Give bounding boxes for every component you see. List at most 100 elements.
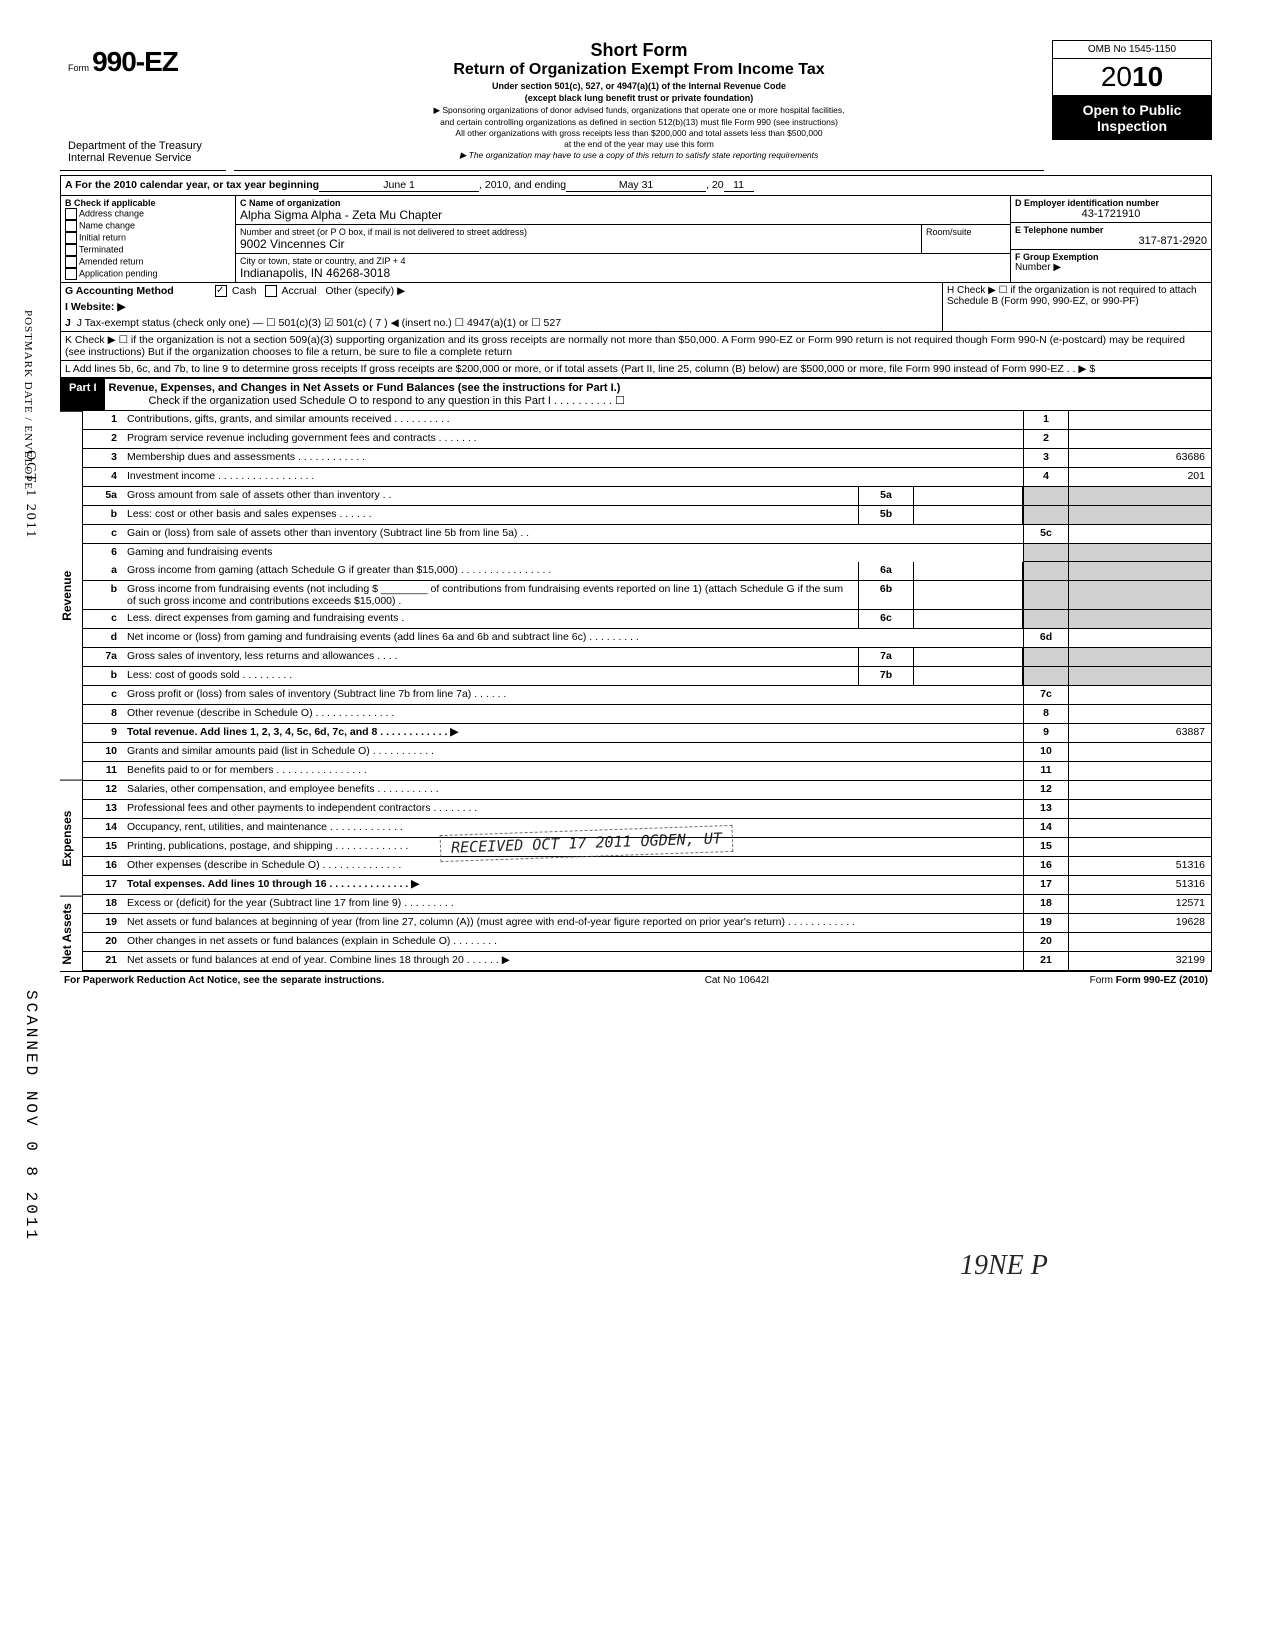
line-5c-val[interactable] bbox=[1068, 525, 1211, 543]
line-15-val[interactable] bbox=[1068, 838, 1211, 856]
g-cash-check[interactable]: Cash bbox=[215, 285, 256, 297]
org-name[interactable]: Alpha Sigma Alpha - Zeta Mu Chapter bbox=[240, 208, 1006, 222]
line-17-col: 17 bbox=[1023, 876, 1068, 894]
line-14-text: Occupancy, rent, utilities, and maintena… bbox=[123, 819, 1023, 837]
line-2-val[interactable] bbox=[1068, 430, 1211, 448]
line-7b-mv[interactable] bbox=[914, 667, 1023, 685]
line-13-val[interactable] bbox=[1068, 800, 1211, 818]
line-9-val[interactable]: 63887 bbox=[1068, 724, 1211, 742]
line-16-val[interactable]: 51316 bbox=[1068, 857, 1211, 875]
line-8-val[interactable] bbox=[1068, 705, 1211, 723]
g-accrual-check[interactable]: Accrual bbox=[265, 285, 316, 297]
ein-value[interactable]: 43-1721910 bbox=[1015, 208, 1207, 220]
line-21-num: 21 bbox=[83, 952, 123, 970]
line-5b-shade bbox=[1023, 506, 1068, 524]
year-bold: 10 bbox=[1132, 61, 1163, 92]
part1-subtitle[interactable]: Check if the organization used Schedule … bbox=[109, 395, 625, 407]
tiny-2: and certain controlling organizations as… bbox=[242, 117, 1036, 127]
check-initial-return[interactable]: Initial return bbox=[65, 232, 231, 244]
g-other[interactable]: Other (specify) ▶ bbox=[325, 285, 405, 297]
main-table: Revenue Expenses Net Assets 1Contributio… bbox=[60, 411, 1212, 971]
line-10-val[interactable] bbox=[1068, 743, 1211, 761]
line-5b-mc: 5b bbox=[858, 506, 914, 524]
org-city[interactable]: Indianapolis, IN 46268-3018 bbox=[240, 266, 1006, 280]
org-address[interactable]: 9002 Vincennes Cir bbox=[236, 237, 921, 254]
short-form-title: Short Form bbox=[242, 40, 1036, 61]
tax-year-begin[interactable]: June 1 bbox=[319, 179, 479, 192]
line-6b-mv[interactable] bbox=[914, 581, 1023, 609]
g-label: G Accounting Method bbox=[65, 285, 215, 297]
tax-year-yr[interactable]: 11 bbox=[724, 179, 754, 192]
line-6d-val[interactable] bbox=[1068, 629, 1211, 647]
table-body: 1Contributions, gifts, grants, and simil… bbox=[82, 411, 1212, 971]
subtitle-1: Under section 501(c), 527, or 4947(a)(1)… bbox=[242, 81, 1036, 91]
line-6-shade2 bbox=[1068, 544, 1211, 562]
line-6a-shade2 bbox=[1068, 562, 1211, 580]
tiny-4: at the end of the year may use this form bbox=[242, 139, 1036, 149]
line-1-val[interactable] bbox=[1068, 411, 1211, 429]
line-17-val[interactable]: 51316 bbox=[1068, 876, 1211, 894]
line-12-num: 12 bbox=[83, 781, 123, 799]
line-7a-shade2 bbox=[1068, 648, 1211, 666]
line-13-num: 13 bbox=[83, 800, 123, 818]
f-number[interactable]: Number ▶ bbox=[1015, 262, 1207, 273]
line-5b-mv[interactable] bbox=[914, 506, 1023, 524]
j-text[interactable]: J Tax-exempt status (check only one) — ☐… bbox=[77, 317, 561, 329]
line-7a-mc: 7a bbox=[858, 648, 914, 666]
line-6a-mv[interactable] bbox=[914, 562, 1023, 580]
check-pending[interactable]: Application pending bbox=[65, 268, 231, 280]
line-7a-mv[interactable] bbox=[914, 648, 1023, 666]
line-7c-val[interactable] bbox=[1068, 686, 1211, 704]
line-7c-num: c bbox=[83, 686, 123, 704]
line-3-val[interactable]: 63686 bbox=[1068, 449, 1211, 467]
line-7b-num: b bbox=[83, 667, 123, 685]
line-6a-mc: 6a bbox=[858, 562, 914, 580]
line-16-col: 16 bbox=[1023, 857, 1068, 875]
right-column: OMB No 1545-1150 2010 Open to Public Ins… bbox=[1052, 40, 1212, 171]
line-13-col: 13 bbox=[1023, 800, 1068, 818]
line-4-col: 4 bbox=[1023, 468, 1068, 486]
line-6c-mv[interactable] bbox=[914, 610, 1023, 628]
line-7c-text: Gross profit or (loss) from sales of inv… bbox=[123, 686, 1023, 704]
line-16-text: Other expenses (describe in Schedule O) … bbox=[123, 857, 1023, 875]
tax-year-end[interactable]: May 31 bbox=[566, 179, 706, 192]
line-21-text: Net assets or fund balances at end of ye… bbox=[123, 952, 1023, 970]
check-amended[interactable]: Amended return bbox=[65, 256, 231, 268]
line-6a-shade bbox=[1023, 562, 1068, 580]
line-19-num: 19 bbox=[83, 914, 123, 932]
check-address-change[interactable]: Address change bbox=[65, 208, 231, 220]
check-name-change[interactable]: Name change bbox=[65, 220, 231, 232]
line-12-val[interactable] bbox=[1068, 781, 1211, 799]
column-b: B Check if applicable Address change Nam… bbox=[61, 196, 236, 282]
line-2-col: 2 bbox=[1023, 430, 1068, 448]
line-14-val[interactable] bbox=[1068, 819, 1211, 837]
line-1-text: Contributions, gifts, grants, and simila… bbox=[123, 411, 1023, 429]
line-6a-text: Gross income from gaming (attach Schedul… bbox=[123, 562, 858, 580]
line-19-val[interactable]: 19628 bbox=[1068, 914, 1211, 932]
line-18-col: 18 bbox=[1023, 895, 1068, 913]
phone-value[interactable]: 317-871-2920 bbox=[1015, 235, 1207, 247]
line-4-val[interactable]: 201 bbox=[1068, 468, 1211, 486]
form-number-box: Form 990-EZ Department of the Treasury I… bbox=[60, 40, 226, 171]
i-label[interactable]: I Website: ▶ bbox=[65, 301, 125, 313]
line-6b-mc: 6b bbox=[858, 581, 914, 609]
line-5c-text: Gain or (loss) from sale of assets other… bbox=[123, 525, 1023, 543]
line-18-val[interactable]: 12571 bbox=[1068, 895, 1211, 913]
line-20-val[interactable] bbox=[1068, 933, 1211, 951]
line-10-text: Grants and similar amounts paid (list in… bbox=[123, 743, 1023, 761]
line-21-val[interactable]: 32199 bbox=[1068, 952, 1211, 970]
line-7a-num: 7a bbox=[83, 648, 123, 666]
line-9-col: 9 bbox=[1023, 724, 1068, 742]
year-box: 2010 bbox=[1052, 59, 1212, 96]
line-5a-mv[interactable] bbox=[914, 487, 1023, 505]
line-k: K Check ▶ ☐ if the organization is not a… bbox=[61, 332, 1211, 361]
line-1-num: 1 bbox=[83, 411, 123, 429]
line-14-num: 14 bbox=[83, 819, 123, 837]
line-h[interactable]: H Check ▶ ☐ if the organization is not r… bbox=[942, 283, 1211, 331]
line-11-val[interactable] bbox=[1068, 762, 1211, 780]
check-terminated[interactable]: Terminated bbox=[65, 244, 231, 256]
line-9-text: Total revenue. Add lines 1, 2, 3, 4, 5c,… bbox=[123, 724, 1023, 742]
line-19-col: 19 bbox=[1023, 914, 1068, 932]
e-phone-row: E Telephone number 317-871-2920 bbox=[1011, 223, 1211, 250]
line-6d-text: Net income or (loss) from gaming and fun… bbox=[123, 629, 1023, 647]
